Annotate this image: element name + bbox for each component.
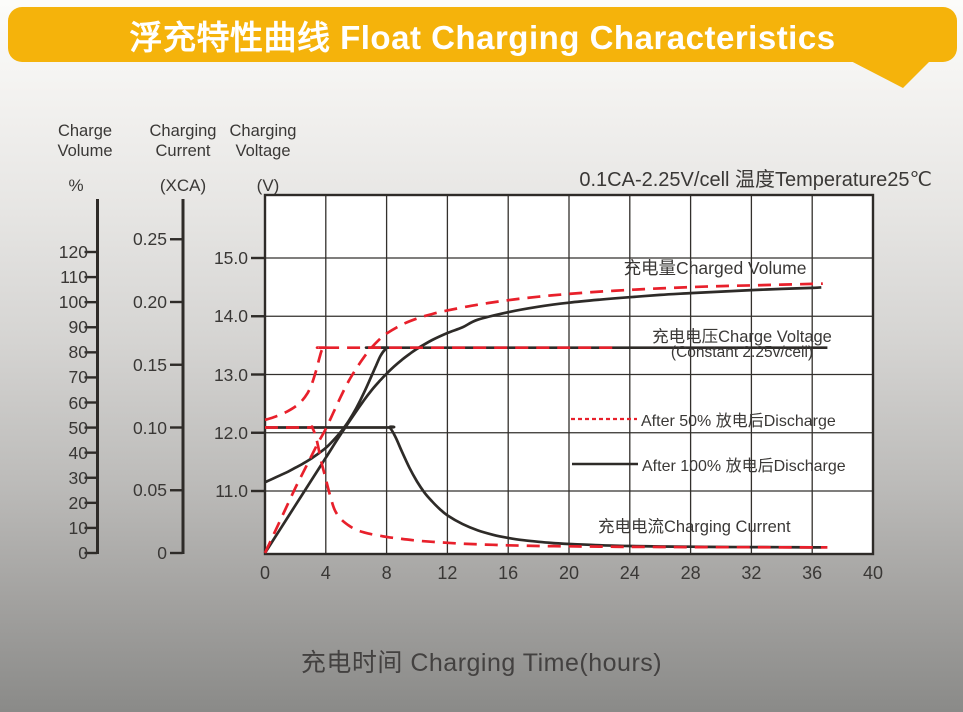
test-condition-annotation: 0.1CA-2.25V/cell 温度Temperature25℃: [579, 169, 932, 191]
legend-label: After 100% 放电后Discharge: [642, 458, 846, 475]
volume-tick-label: 100: [58, 292, 88, 313]
x-tick-label: 0: [259, 563, 271, 583]
current-tick-label: 0.10: [132, 417, 167, 438]
curve-charged-volume-after-100pct-discharge: [263, 286, 822, 554]
current-tick-label: 0.15: [132, 354, 167, 375]
volume-axis-header: Charge Volume: [40, 122, 130, 161]
charge-voltage-label: 充电电压Charge Voltage: [652, 328, 832, 346]
current-tick-label: 0.25: [132, 229, 167, 250]
volume-tick-label: 70: [68, 367, 88, 388]
current-tick-label: 0.05: [132, 480, 167, 501]
legend-red-dashed-line: [571, 417, 637, 421]
curve-charging-current-after-50pct-discharge: [265, 425, 828, 549]
x-tick-label: 8: [381, 563, 392, 583]
voltage-tick-label: 14.0: [213, 306, 248, 327]
voltage-axis-unit: (V): [256, 176, 280, 195]
page-title: 浮充特性曲线 Float Charging Characteristics: [129, 18, 836, 56]
x-tick-label: 4: [320, 563, 331, 583]
volume-tick-label: 90: [68, 317, 88, 338]
legend-label: After 50% 放电后Discharge: [641, 413, 836, 430]
x-tick-label: 40: [862, 563, 884, 583]
legend-black-solid-line: [572, 462, 638, 466]
x-tick-label: 36: [802, 563, 823, 583]
voltage-tick-label: 15.0: [213, 248, 248, 268]
curve-charge-voltage-after-100pct-discharge: [264, 346, 828, 484]
x-tick-label: 24: [619, 563, 640, 583]
voltage-tick-label: 11.0: [215, 481, 248, 501]
legend-item-after-50-discharge: After 50% 放电后Discharge: [570, 407, 836, 431]
curve-charged-volume-after-50pct-discharge: [263, 282, 823, 554]
current-axis-header: Charging Current: [138, 122, 228, 161]
volume-axis-unit: %: [68, 176, 84, 195]
voltage-tick-label: 12.0: [213, 422, 248, 443]
current-axis-unit: (XCA): [159, 176, 207, 195]
x-tick-label: 20: [558, 563, 580, 583]
current-tick-label: 0.20: [132, 292, 167, 312]
legend-item-after-100-discharge: After 100% 放电后Discharge: [571, 452, 846, 476]
x-tick-label: 16: [498, 563, 519, 583]
charged-volume-label: 充电量Charged Volume: [623, 258, 807, 278]
volume-tick-label: 10: [68, 517, 88, 538]
volume-tick-label: 40: [68, 442, 88, 463]
x-tick-label: 32: [741, 563, 762, 583]
voltage-axis-header-line1: Charging: [229, 122, 297, 140]
current-tick-label: 0: [157, 543, 167, 563]
charge-voltage-sub-label: (Constant 2.25v/cell): [670, 344, 814, 361]
volume-tick-label: 20: [68, 492, 88, 513]
volume-tick-label: 60: [68, 392, 88, 413]
voltage-tick-label: 13.0: [213, 364, 248, 385]
volume-axis-header-line1: Charge: [57, 122, 113, 140]
volume-tick-label: 50: [68, 417, 88, 438]
volume-tick-label: 30: [68, 467, 88, 488]
volume-tick-label: 80: [68, 342, 88, 363]
x-axis-title: 充电时间 Charging Time(hours): [300, 649, 663, 677]
charging-current-label: 充电电流Charging Current: [598, 518, 791, 536]
title-banner: 浮充特性曲线 Float Charging Characteristics: [8, 7, 957, 62]
banner-tail-shape: [845, 58, 933, 88]
curve-charge-voltage-after-50pct-discharge: [264, 346, 615, 422]
current-axis-header-line1: Charging: [149, 122, 217, 140]
volume-tick-label: 120: [58, 242, 88, 262]
x-tick-label: 12: [437, 563, 458, 583]
current-axis-header-line2: Current: [155, 141, 211, 160]
voltage-axis-header-line2: Voltage: [235, 141, 291, 160]
volume-axis-header-line2: Volume: [57, 141, 113, 160]
x-tick-label: 28: [680, 563, 701, 583]
volume-tick-label: 110: [60, 267, 88, 288]
volume-tick-label: 0: [78, 543, 88, 563]
voltage-axis-header: Charging Voltage: [217, 122, 309, 161]
